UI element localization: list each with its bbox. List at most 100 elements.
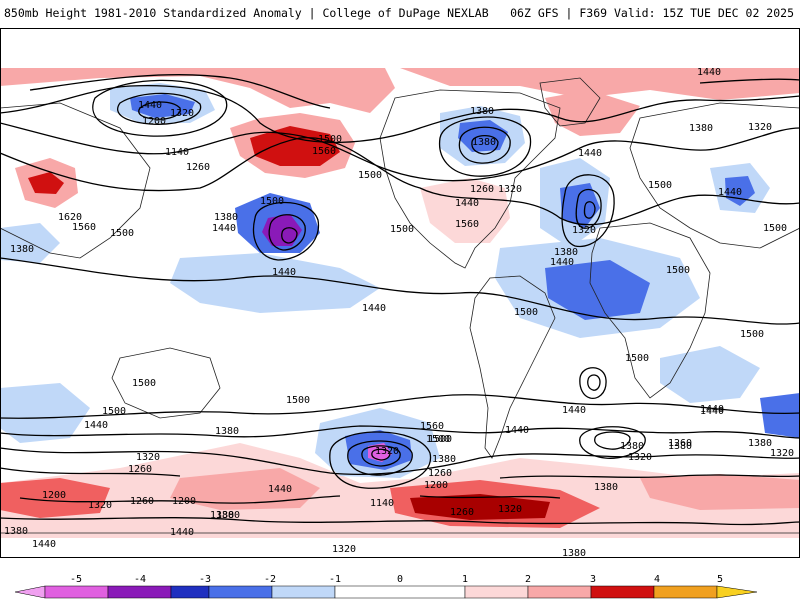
legend-swatch [527,585,592,599]
contour-label: 1140 [370,498,394,509]
contour-label: 1500 [260,196,284,207]
anomaly-polar-positive [0,68,395,113]
header: 850mb Height 1981-2010 Standardized Anom… [0,0,800,28]
contour-label: 1260 [668,438,692,449]
contour-label: 1320 [572,225,596,236]
contour-label: 1380 [689,123,713,134]
contour-se-low-1 [579,426,646,459]
outline-africa [589,222,711,399]
legend-swatch [334,585,466,599]
contour-label: 1380 [210,510,234,521]
anomaly-se-indian [760,393,800,438]
contour-label: 1500 [514,307,538,318]
contour-label: 1440 [170,527,194,538]
contour-label: 1380 [214,212,238,223]
anomaly-europe-core [725,176,755,206]
contour-label: 1320 [332,544,356,555]
anomaly-tropical-band [170,253,380,313]
contour-label: 1380 [470,106,494,117]
legend-tick: -3 [199,574,211,585]
contour-atl-low-2 [575,188,602,229]
contour-label: 1500 [426,434,450,445]
legend-swatch [590,585,655,599]
contour-1440-north [0,122,800,182]
contour-label: 1380 [562,548,586,558]
contour-npac-low-3 [281,227,298,244]
contour-label: 1320 [498,504,522,515]
contour-label: 1500 [286,395,310,406]
contour-label: 1260 [130,496,154,507]
legend-tick: 3 [590,574,596,585]
contour-npac-low-1 [253,201,320,261]
contour-label: 1500 [110,228,134,239]
anomaly-aleutian-core [130,94,195,118]
contour-label: 1380 [215,426,239,437]
anomaly-asia-ridge-core [28,172,64,194]
contour-hudson-3 [471,134,499,155]
contour-label: 1380 [216,510,240,521]
contour-hudson-1 [438,116,532,177]
legend-swatch [208,585,273,599]
anomaly-india-negative [660,346,760,403]
legend-arrow-left [14,585,46,599]
legend-tick: 0 [397,574,403,585]
contour-label: 1440 [212,223,236,234]
contour-label: 1260 [186,162,210,173]
outline-europe-asia [629,102,800,249]
contour-label: 1440 [718,187,742,198]
map-title: 850mb Height 1981-2010 Standardized Anom… [4,6,489,20]
legend-tick: 5 [717,574,723,585]
contour-label: 1440 [562,405,586,416]
contour-1380-north [0,84,800,144]
contour-label: 1440 [272,267,296,278]
legend-tick: -1 [329,574,341,585]
outline-asia-west [0,102,151,259]
contour-label: 1500 [666,265,690,276]
contour-label: 1500 [648,180,672,191]
contour-label: 1320 [375,446,399,457]
contour-label: 1560 [72,222,96,233]
contour-aleutian-3 [138,101,181,120]
contour-label: 1380 [554,247,578,258]
contour-label: 1440 [550,257,574,268]
contour-1320-south [0,467,800,479]
contour-label: 1260 [470,184,494,195]
contour-1380-antarctic [0,517,800,526]
anomaly-usa-positive [420,178,510,243]
legend-arrow-right [716,585,758,599]
contour-aleutian-2 [117,92,202,125]
contour-label: 1440 [697,67,721,78]
contour-label: 1380 [472,137,496,148]
contour-label: 1500 [625,353,649,364]
contour-label: 1500 [740,329,764,340]
contour-atl-low-1 [561,174,615,248]
contour-label: 1320 [498,184,522,195]
outline-north-america [379,89,561,269]
contour-label: 1440 [138,100,162,111]
anomaly-map: 1440 1320 1200 1140 1260 1380 1500 1560 … [0,28,800,558]
contour-npac-low-2 [268,214,306,251]
contour-label: 1440 [362,303,386,314]
contour-label: 1380 [4,526,28,537]
legend-tick: -4 [134,574,146,585]
contour-spac-low-4 [371,448,391,461]
model-run-info: 06Z GFS | F369 Valid: 15Z TUE DEC 02 202… [510,6,794,20]
anomaly-polar-positive-2 [400,68,800,100]
contour-label: 1500 [358,170,382,181]
anomaly-legend: -5 -4 -3 -2 -1 0 1 2 3 4 5 [14,574,758,599]
contour-label: 1500 [390,224,414,235]
anomaly-atlantic-core [560,183,600,228]
contour-1500-south [0,394,800,419]
legend-tick: -2 [264,574,276,585]
contour-label: 1560 [420,421,444,432]
contour-label: 1320 [170,108,194,119]
contour-1380-south [0,447,800,475]
legend-swatch [44,585,109,599]
contour-spac-low-1 [329,431,431,489]
contour-sio-low-1 [579,367,607,400]
anomaly-southern-west [0,478,110,518]
contour-label: 1260 [428,468,452,479]
outline-greenland [539,77,601,127]
contour-label: 1440 [32,539,56,550]
contour-label: 1440 [578,148,602,159]
